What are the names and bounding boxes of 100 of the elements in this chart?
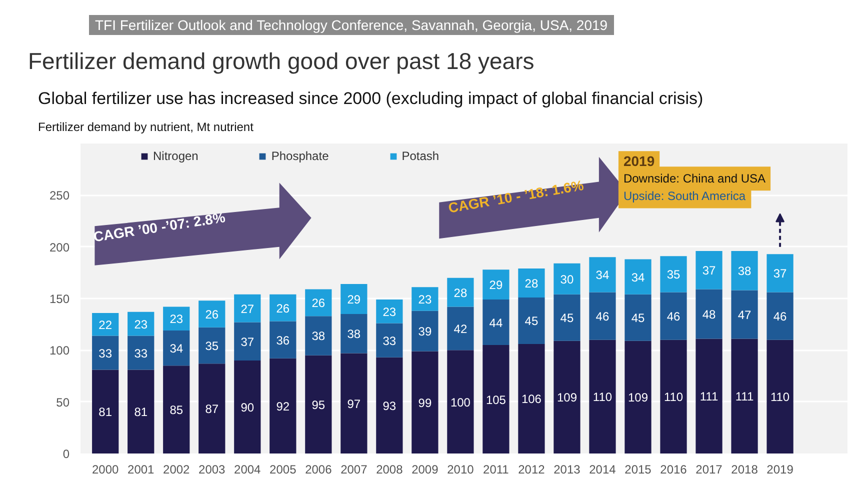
- bar: [482, 300, 510, 345]
- annotation: Downside: China and USA: [623, 172, 766, 186]
- data-label: 46: [596, 310, 610, 324]
- data-label: 28: [454, 286, 468, 300]
- data-label: 37: [702, 264, 716, 278]
- data-label: 38: [347, 327, 361, 342]
- bar: [589, 340, 616, 454]
- data-label: 33: [134, 346, 148, 360]
- chart-title: Global fertilizer use has increased since 2000 (excluding impact of global financial crisis): [38, 88, 704, 110]
- x-tick-label: 2000: [92, 462, 120, 476]
- x-tick-label: 2018: [731, 462, 758, 476]
- data-label: 39: [418, 324, 432, 339]
- bar: [163, 366, 190, 454]
- data-label: 81: [134, 405, 148, 420]
- y-tick-label: 50: [56, 395, 70, 410]
- bar: [482, 270, 510, 300]
- bar: [447, 306, 474, 350]
- text: TFI Fertilizer Outlook and Technology Conference, Savannah, Georgia, USA, 2019: [89, 15, 614, 35]
- bar: [92, 336, 119, 370]
- data-label: 38: [312, 329, 326, 344]
- bar: [234, 360, 261, 454]
- data-label: 26: [205, 308, 219, 322]
- data-label: 33: [98, 346, 112, 360]
- annotation: CAGR ’00 -’07: 2.8%: [92, 208, 227, 245]
- data-label: 35: [205, 339, 219, 354]
- data-label: 29: [347, 292, 361, 307]
- bar: [305, 289, 332, 316]
- x-tick-label: 2003: [198, 462, 226, 476]
- bar: [92, 370, 119, 454]
- bar: [128, 370, 154, 454]
- bar: [376, 323, 403, 358]
- bar: [128, 336, 154, 370]
- bar: [518, 268, 545, 298]
- data-label: 30: [560, 272, 574, 286]
- bar: [518, 297, 545, 344]
- data-label: 111: [700, 390, 718, 404]
- data-label: 23: [134, 317, 148, 332]
- x-tick-label: 2011: [483, 462, 510, 476]
- bar: [305, 316, 332, 356]
- x-tick-label: 2010: [447, 462, 474, 476]
- data-label: 35: [666, 268, 681, 282]
- bar: [376, 357, 403, 454]
- bar: [270, 358, 296, 454]
- data-label: 34: [596, 268, 610, 282]
- annotation: 2019: [623, 153, 655, 170]
- data-label: 109: [556, 390, 578, 405]
- bar: [624, 259, 652, 294]
- bar: [554, 340, 580, 454]
- data-label: 37: [240, 334, 254, 349]
- data-label: 44: [489, 316, 503, 330]
- data-label: 26: [276, 301, 290, 316]
- x-tick-label: 2004: [234, 462, 262, 476]
- data-label: 45: [524, 314, 538, 328]
- data-label: 45: [560, 311, 574, 326]
- bar: [624, 340, 652, 454]
- data-label: 109: [628, 390, 648, 405]
- bar: [340, 353, 368, 454]
- x-tick-label: 2001: [128, 462, 155, 476]
- data-label: 46: [773, 310, 788, 324]
- data-label: 23: [170, 312, 184, 326]
- data-label: 97: [347, 396, 361, 411]
- data-label: 23: [418, 292, 432, 307]
- bar: [376, 300, 403, 324]
- data-label: 100: [450, 395, 471, 410]
- bar: [270, 321, 296, 358]
- y-tick-label: 200: [49, 240, 70, 254]
- bar: [766, 292, 794, 340]
- data-label: 110: [770, 390, 790, 404]
- bar: [731, 338, 758, 454]
- bar: [92, 312, 119, 336]
- bar: [696, 250, 722, 290]
- bar: [589, 292, 616, 340]
- data-label: 95: [312, 398, 326, 412]
- x-tick-label: 2007: [340, 462, 368, 476]
- data-label: 26: [312, 296, 326, 310]
- x-tick-label: 2012: [518, 462, 546, 476]
- y-tick-label: 100: [49, 344, 70, 358]
- bar: [234, 322, 261, 360]
- bar: [412, 310, 438, 352]
- bar: [447, 350, 474, 454]
- annotation: CAGR ’10 - ’18: 1.6%: [447, 176, 586, 216]
- data-label: 27: [240, 302, 254, 316]
- bar: [412, 287, 438, 311]
- bar: [731, 250, 758, 290]
- bar: [731, 290, 758, 339]
- bar: [305, 355, 332, 454]
- legend-label: Potash: [402, 149, 440, 163]
- x-tick-label: 2008: [376, 462, 404, 476]
- data-label: 93: [382, 398, 396, 413]
- bar: [198, 327, 226, 364]
- x-tick-label: 2002: [163, 462, 190, 476]
- legend-label: Nitrogen: [153, 149, 198, 163]
- bar: [163, 330, 190, 366]
- bar: [660, 256, 687, 292]
- data-label: 111: [735, 390, 754, 404]
- data-label: 110: [664, 390, 684, 404]
- data-label: 37: [773, 266, 788, 281]
- bar: [198, 300, 226, 328]
- bar: [447, 278, 474, 307]
- chart-subtitle: Fertilizer demand by nutrient, Mt nutrient: [38, 119, 254, 136]
